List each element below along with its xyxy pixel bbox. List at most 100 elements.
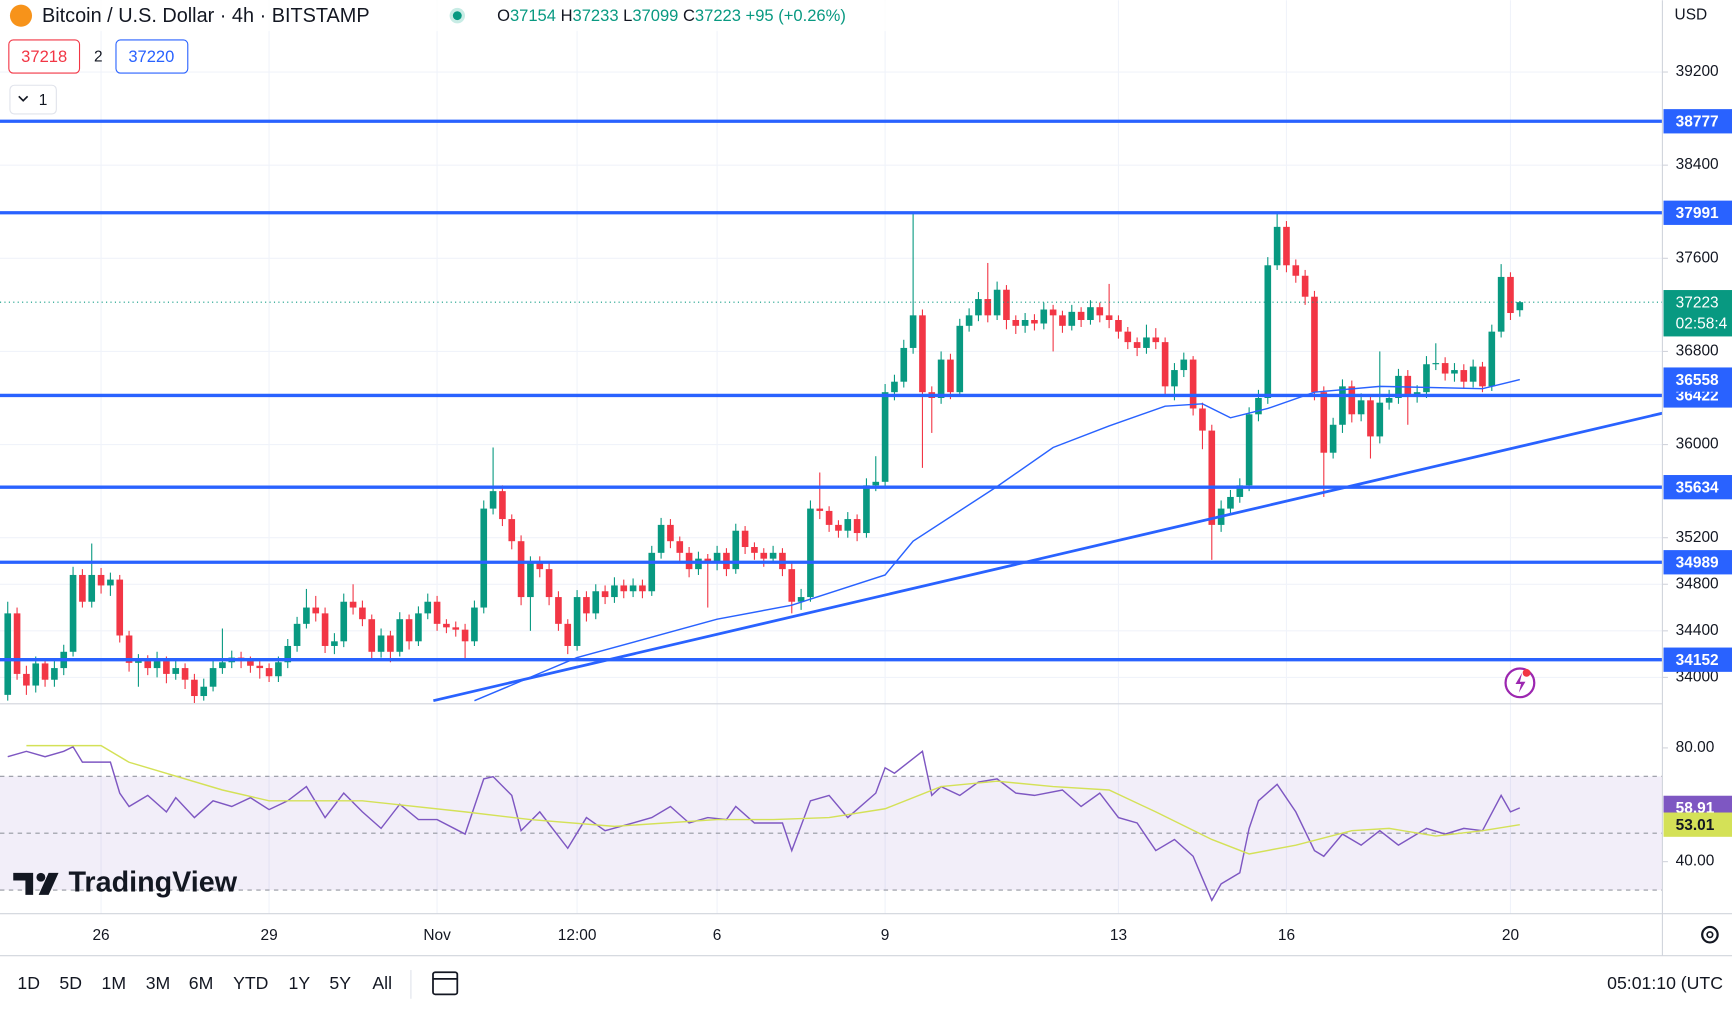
- candle-body: [1404, 375, 1412, 396]
- candle-body: [209, 668, 217, 687]
- x-tick-label: 26: [92, 927, 109, 944]
- x-tick-label: 12:00: [558, 927, 597, 944]
- axes: 26 29 Nov 12:00 6 9 13 16 20 34000 34400 34800 35200…: [92, 63, 1732, 944]
- trendline: [433, 411, 1663, 703]
- currency[interactable]: USD: [1675, 7, 1708, 24]
- candle-body: [984, 299, 992, 316]
- candle-body: [592, 591, 600, 614]
- candle-body: [1451, 370, 1458, 374]
- indicators-toggle[interactable]: [9, 84, 57, 115]
- candle-body: [1171, 370, 1178, 387]
- candle-body: [396, 619, 404, 652]
- y-tick-label: 34000: [1676, 668, 1719, 685]
- logo: TradingView: [68, 866, 237, 898]
- candle-body: [1059, 315, 1066, 326]
- candle-body: [1273, 226, 1281, 266]
- y-tick-label: 36800: [1676, 343, 1719, 360]
- ohlc-prefix: C: [683, 6, 695, 25]
- candle-body: [1423, 364, 1430, 393]
- candle-body: [424, 601, 432, 614]
- candle-body: [1329, 424, 1337, 453]
- range-button[interactable]: YTD: [233, 973, 268, 993]
- candle-body: [769, 552, 777, 559]
- candle-body: [620, 585, 628, 592]
- candle-body: [1264, 265, 1272, 398]
- candle-body: [797, 597, 805, 602]
- candle-body: [88, 574, 96, 602]
- candle-body: [377, 635, 385, 652]
- candle-body: [667, 524, 674, 542]
- candle-body: [1031, 319, 1038, 324]
- candle-body: [433, 601, 441, 624]
- range-button[interactable]: 5D: [59, 973, 82, 993]
- candle-body: [760, 552, 768, 559]
- candle-body: [891, 381, 898, 393]
- x-tick-label: 20: [1502, 927, 1519, 944]
- candle-body: [116, 579, 124, 636]
- candle-body: [1479, 366, 1486, 387]
- alert-bolt: [1515, 672, 1526, 693]
- rsi-line: [7, 745, 1521, 902]
- level-label-bg: [1663, 647, 1732, 672]
- settings-icon-center: [1706, 931, 1714, 939]
- level-label: 37991: [1676, 205, 1719, 222]
- x-tick-label: Nov: [423, 927, 451, 944]
- candle-body: [172, 668, 180, 674]
- range-button[interactable]: 6M: [189, 973, 214, 993]
- candle-body: [1469, 366, 1477, 382]
- candle-body: [741, 530, 749, 548]
- range-button[interactable]: 1Y: [289, 973, 311, 993]
- candle-body: [1077, 311, 1085, 320]
- range-button[interactable]: 1M: [102, 973, 127, 993]
- candle-body: [508, 519, 516, 542]
- clock[interactable]: 05:01:10 (UTC: [1607, 973, 1723, 993]
- candle-body: [601, 591, 609, 598]
- candle-body: [1348, 386, 1356, 415]
- candle-body: [41, 663, 49, 680]
- alert-dot: [1522, 669, 1531, 677]
- range-button[interactable]: 3M: [146, 973, 171, 993]
- y-tick-label: 36000: [1676, 436, 1719, 453]
- ohlc-value: 37099: [632, 6, 678, 25]
- candle-body: [545, 569, 553, 598]
- candle-body: [1441, 363, 1449, 374]
- candle-body: [853, 519, 861, 534]
- range-button[interactable]: 1D: [17, 973, 40, 993]
- ohlc-prefix: O: [497, 6, 510, 25]
- date-range-icon[interactable]: [432, 971, 459, 996]
- market-status-dot: [452, 11, 462, 21]
- change-pct: (+0.26%): [778, 6, 846, 25]
- candle-body: [443, 623, 450, 628]
- level-label-bg: [1663, 109, 1732, 134]
- level-label-bg: [1663, 550, 1732, 575]
- range-button[interactable]: All: [372, 973, 392, 993]
- candle-body: [713, 552, 721, 564]
- y-tick-label: 34800: [1676, 575, 1719, 592]
- candle-body: [312, 607, 320, 614]
- level-label-bg: [1663, 475, 1732, 500]
- candle-body: [349, 601, 357, 608]
- price-label-bg: [1663, 290, 1732, 337]
- candle-body: [1376, 402, 1384, 437]
- candle-body: [844, 519, 852, 531]
- candle-body: [368, 619, 376, 652]
- candle-body: [452, 627, 460, 630]
- candle-body: [144, 661, 152, 669]
- candle-body: [536, 563, 544, 570]
- ask-button[interactable]: [115, 39, 189, 74]
- candle-body: [1367, 400, 1374, 437]
- x-tick-label: 13: [1110, 927, 1127, 944]
- range-button[interactable]: 5Y: [329, 973, 351, 993]
- candle-body: [97, 574, 105, 586]
- candle-body: [1208, 430, 1216, 525]
- x-tick-label: 16: [1278, 927, 1295, 944]
- candle-body: [387, 635, 394, 652]
- bid-button[interactable]: [8, 39, 81, 74]
- symbol[interactable]: Bitcoin / U.S. Dollar · 4h · BITSTAMP: [42, 5, 370, 27]
- candle-body: [835, 524, 842, 531]
- candle-body: [303, 607, 310, 624]
- spread: 2: [94, 49, 103, 66]
- candle-body: [1301, 275, 1309, 297]
- candle-body: [321, 613, 329, 646]
- settings-icon[interactable]: [1701, 925, 1719, 944]
